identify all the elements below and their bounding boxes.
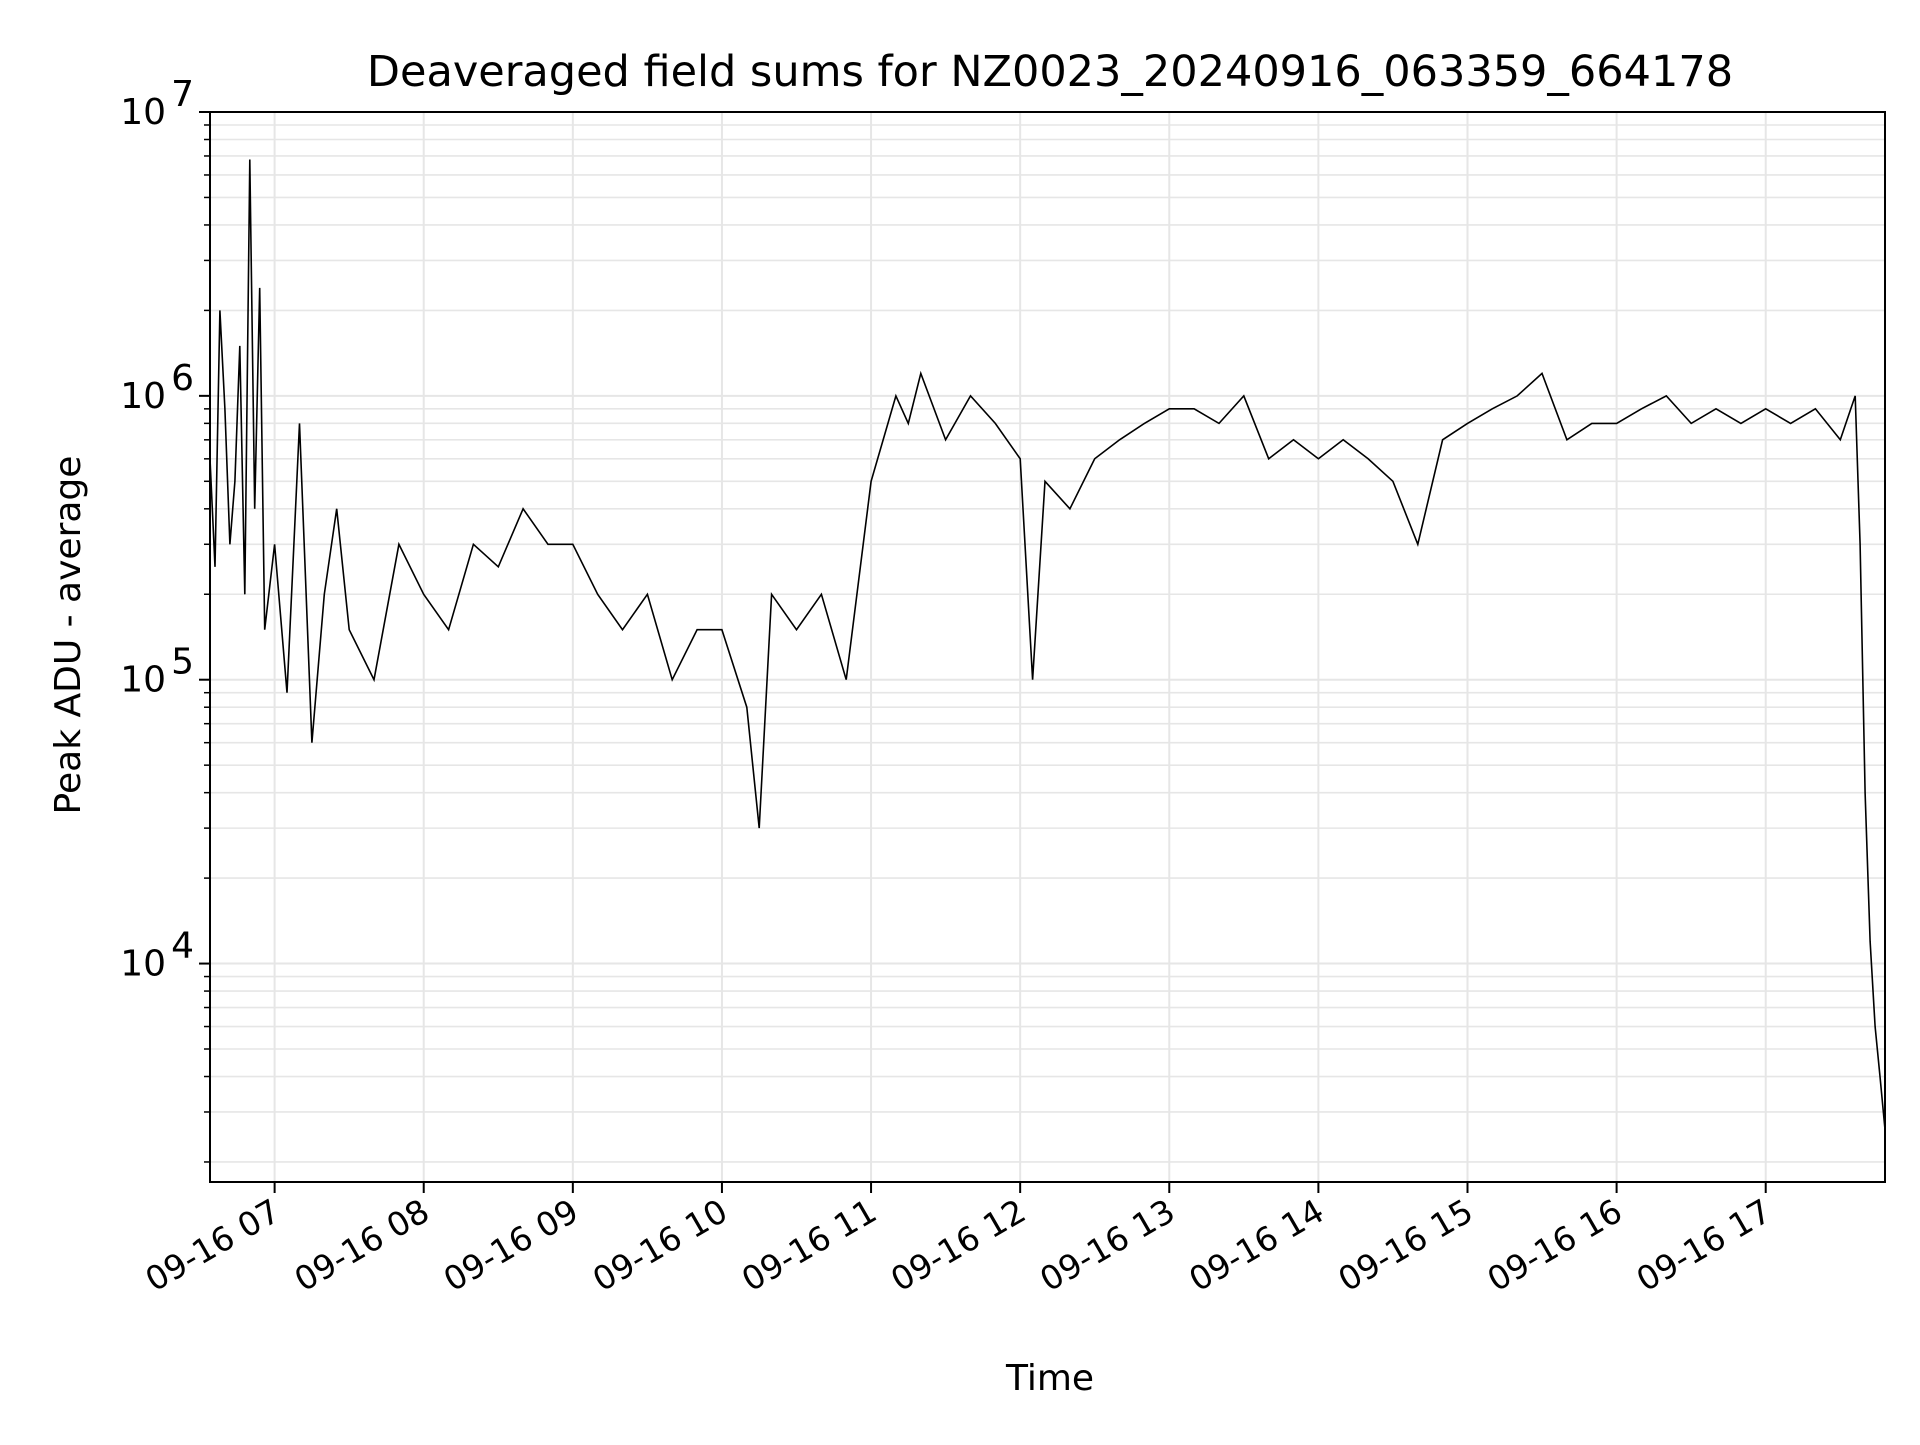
y-tick-exponent: 4 — [171, 926, 194, 967]
plot-frame — [209, 111, 1886, 1183]
y-tick-label: 10 — [120, 376, 166, 417]
y-tick-exponent: 7 — [171, 74, 194, 115]
y-tick-label: 10 — [120, 944, 166, 985]
series-line — [209, 159, 1886, 1130]
chart-title: Deaveraged field sums for NZ0023_2024091… — [367, 47, 1733, 97]
y-tick-exponent: 5 — [171, 642, 194, 683]
y-tick-label: 10 — [120, 92, 166, 133]
y-tick-exponent: 6 — [171, 358, 194, 399]
series-layer — [209, 159, 1886, 1130]
y-axis-label: Peak ADU - average — [48, 456, 89, 815]
x-axis-label: Time — [1005, 1358, 1094, 1399]
y-tick-label: 10 — [120, 660, 166, 701]
